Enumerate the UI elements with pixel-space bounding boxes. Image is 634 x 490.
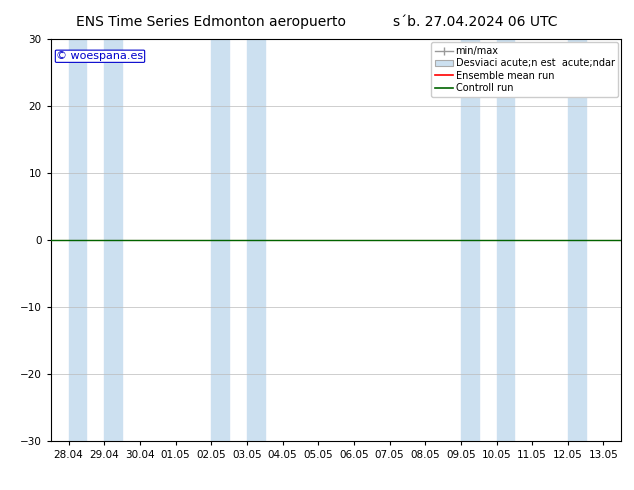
Legend: min/max, Desviaci acute;n est  acute;ndar, Ensemble mean run, Controll run: min/max, Desviaci acute;n est acute;ndar… [431, 42, 618, 97]
Bar [68, 39, 86, 441]
Text: s´b. 27.04.2024 06 UTC: s´b. 27.04.2024 06 UTC [393, 15, 557, 29]
Bar [247, 39, 265, 441]
Bar [461, 39, 479, 441]
Bar [496, 39, 514, 441]
Bar [104, 39, 122, 441]
Bar [568, 39, 586, 441]
Text: ENS Time Series Edmonton aeropuerto: ENS Time Series Edmonton aeropuerto [76, 15, 346, 29]
Bar [211, 39, 229, 441]
Text: © woespana.es: © woespana.es [56, 51, 143, 61]
